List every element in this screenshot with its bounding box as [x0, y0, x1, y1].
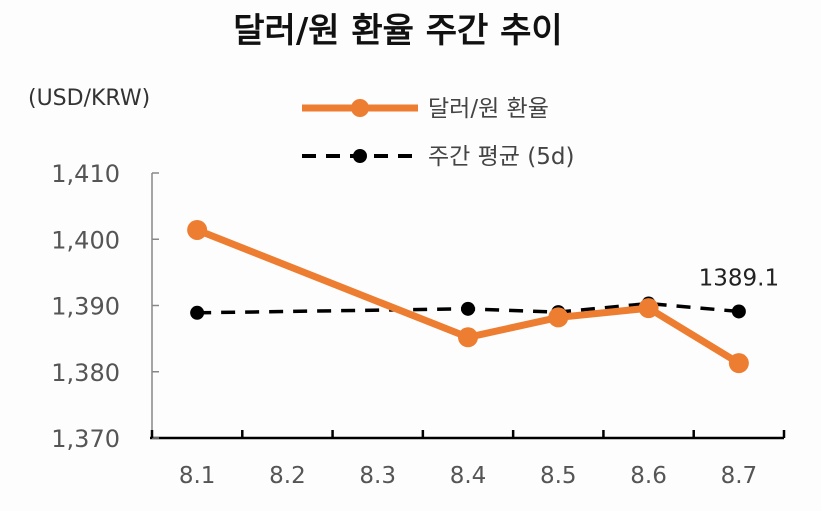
legend-marker-weekly-average: [353, 149, 367, 163]
data-label: 1389.1: [699, 265, 779, 291]
data-point-exchange-rate: [728, 353, 749, 374]
unit-label: (USD/KRW): [28, 86, 150, 111]
x-tick-label: 8.3: [359, 463, 396, 489]
legend: 달러/원 환율 주간 평균 (5d): [302, 96, 574, 170]
legend-label-exchange-rate: 달러/원 환율: [428, 96, 549, 122]
annotation-layer: 1389.1: [699, 265, 779, 291]
x-tick-label: 8.4: [450, 463, 487, 489]
y-tick-label: 1,400: [51, 226, 120, 254]
legend-item-exchange-rate: 달러/원 환율: [302, 96, 549, 122]
x-tick-label: 8.6: [630, 463, 667, 489]
x-ticks: 8.1 8.2 8.3 8.4 8.5 8.6 8.7: [150, 430, 786, 489]
legend-label-weekly-average: 주간 평균 (5d): [428, 144, 574, 170]
x-tick-label: 8.7: [721, 463, 758, 489]
legend-item-weekly-average: 주간 평균 (5d): [302, 144, 574, 170]
x-tick-label: 8.1: [179, 463, 216, 489]
y-ticks: 1,370 1,380 1,390 1,400 1,410: [51, 160, 159, 453]
data-point-weekly-average: [190, 305, 205, 320]
x-tick-label: 8.2: [269, 463, 306, 489]
data-point-weekly-average: [731, 304, 746, 319]
y-tick-label: 1,410: [51, 160, 120, 188]
x-tick-label: 8.5: [540, 463, 577, 489]
data-point-exchange-rate: [548, 307, 569, 328]
data-point-exchange-rate: [458, 327, 478, 348]
series-layer: [187, 219, 749, 374]
y-tick-label: 1,380: [51, 359, 120, 387]
data-point-weekly-average: [461, 301, 475, 316]
legend-marker-exchange-rate: [351, 99, 369, 117]
data-point-exchange-rate: [638, 298, 659, 319]
y-tick-label: 1,390: [51, 293, 120, 321]
y-tick-label: 1,370: [51, 425, 120, 453]
chart-title: 달러/원 환율 주간 추이: [233, 11, 562, 51]
data-point-exchange-rate: [187, 219, 208, 240]
